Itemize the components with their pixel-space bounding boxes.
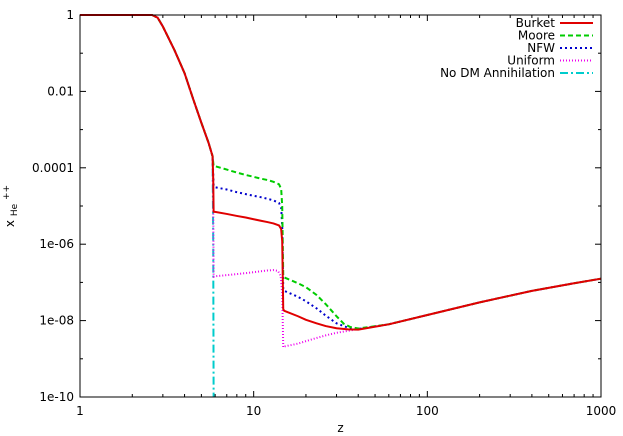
series-layer <box>80 14 602 398</box>
legend-label: Moore <box>518 29 555 43</box>
y-tick-label: 0.0001 <box>32 161 74 175</box>
svg-text:x He ++: x He ++ <box>2 185 20 227</box>
y-axis-label-sup: ++ <box>2 185 12 200</box>
legend-label: Burket <box>516 16 556 30</box>
y-axis-label-sub: He <box>10 203 20 216</box>
y-axis-label: x He ++ <box>2 185 20 227</box>
legend-label: Uniform <box>507 54 555 68</box>
y-tick-label: 1e-10 <box>39 390 74 404</box>
legend-label: No DM Annihilation <box>440 66 555 80</box>
series-line-burket <box>80 14 602 331</box>
y-tick-label: 1e-08 <box>39 314 74 328</box>
y-axis-label-main: x <box>3 220 17 227</box>
legend-label: NFW <box>527 41 555 55</box>
x-tick-label: 1 <box>76 404 84 418</box>
y-tick-label: 0.01 <box>47 84 74 98</box>
x-tick-label: 100 <box>416 404 439 418</box>
series-line-moore <box>80 14 602 330</box>
x-tick-label: 1000 <box>586 404 617 418</box>
x-axis-label: z <box>337 421 343 435</box>
ticks-layer: 1 10 100 1000 1e-10 1e-08 1e-06 0.0001 0.01 1 <box>32 8 616 418</box>
y-tick-label: 1e-06 <box>39 237 74 251</box>
y-tick-label: 1 <box>66 8 74 22</box>
x-tick-label: 10 <box>246 404 261 418</box>
